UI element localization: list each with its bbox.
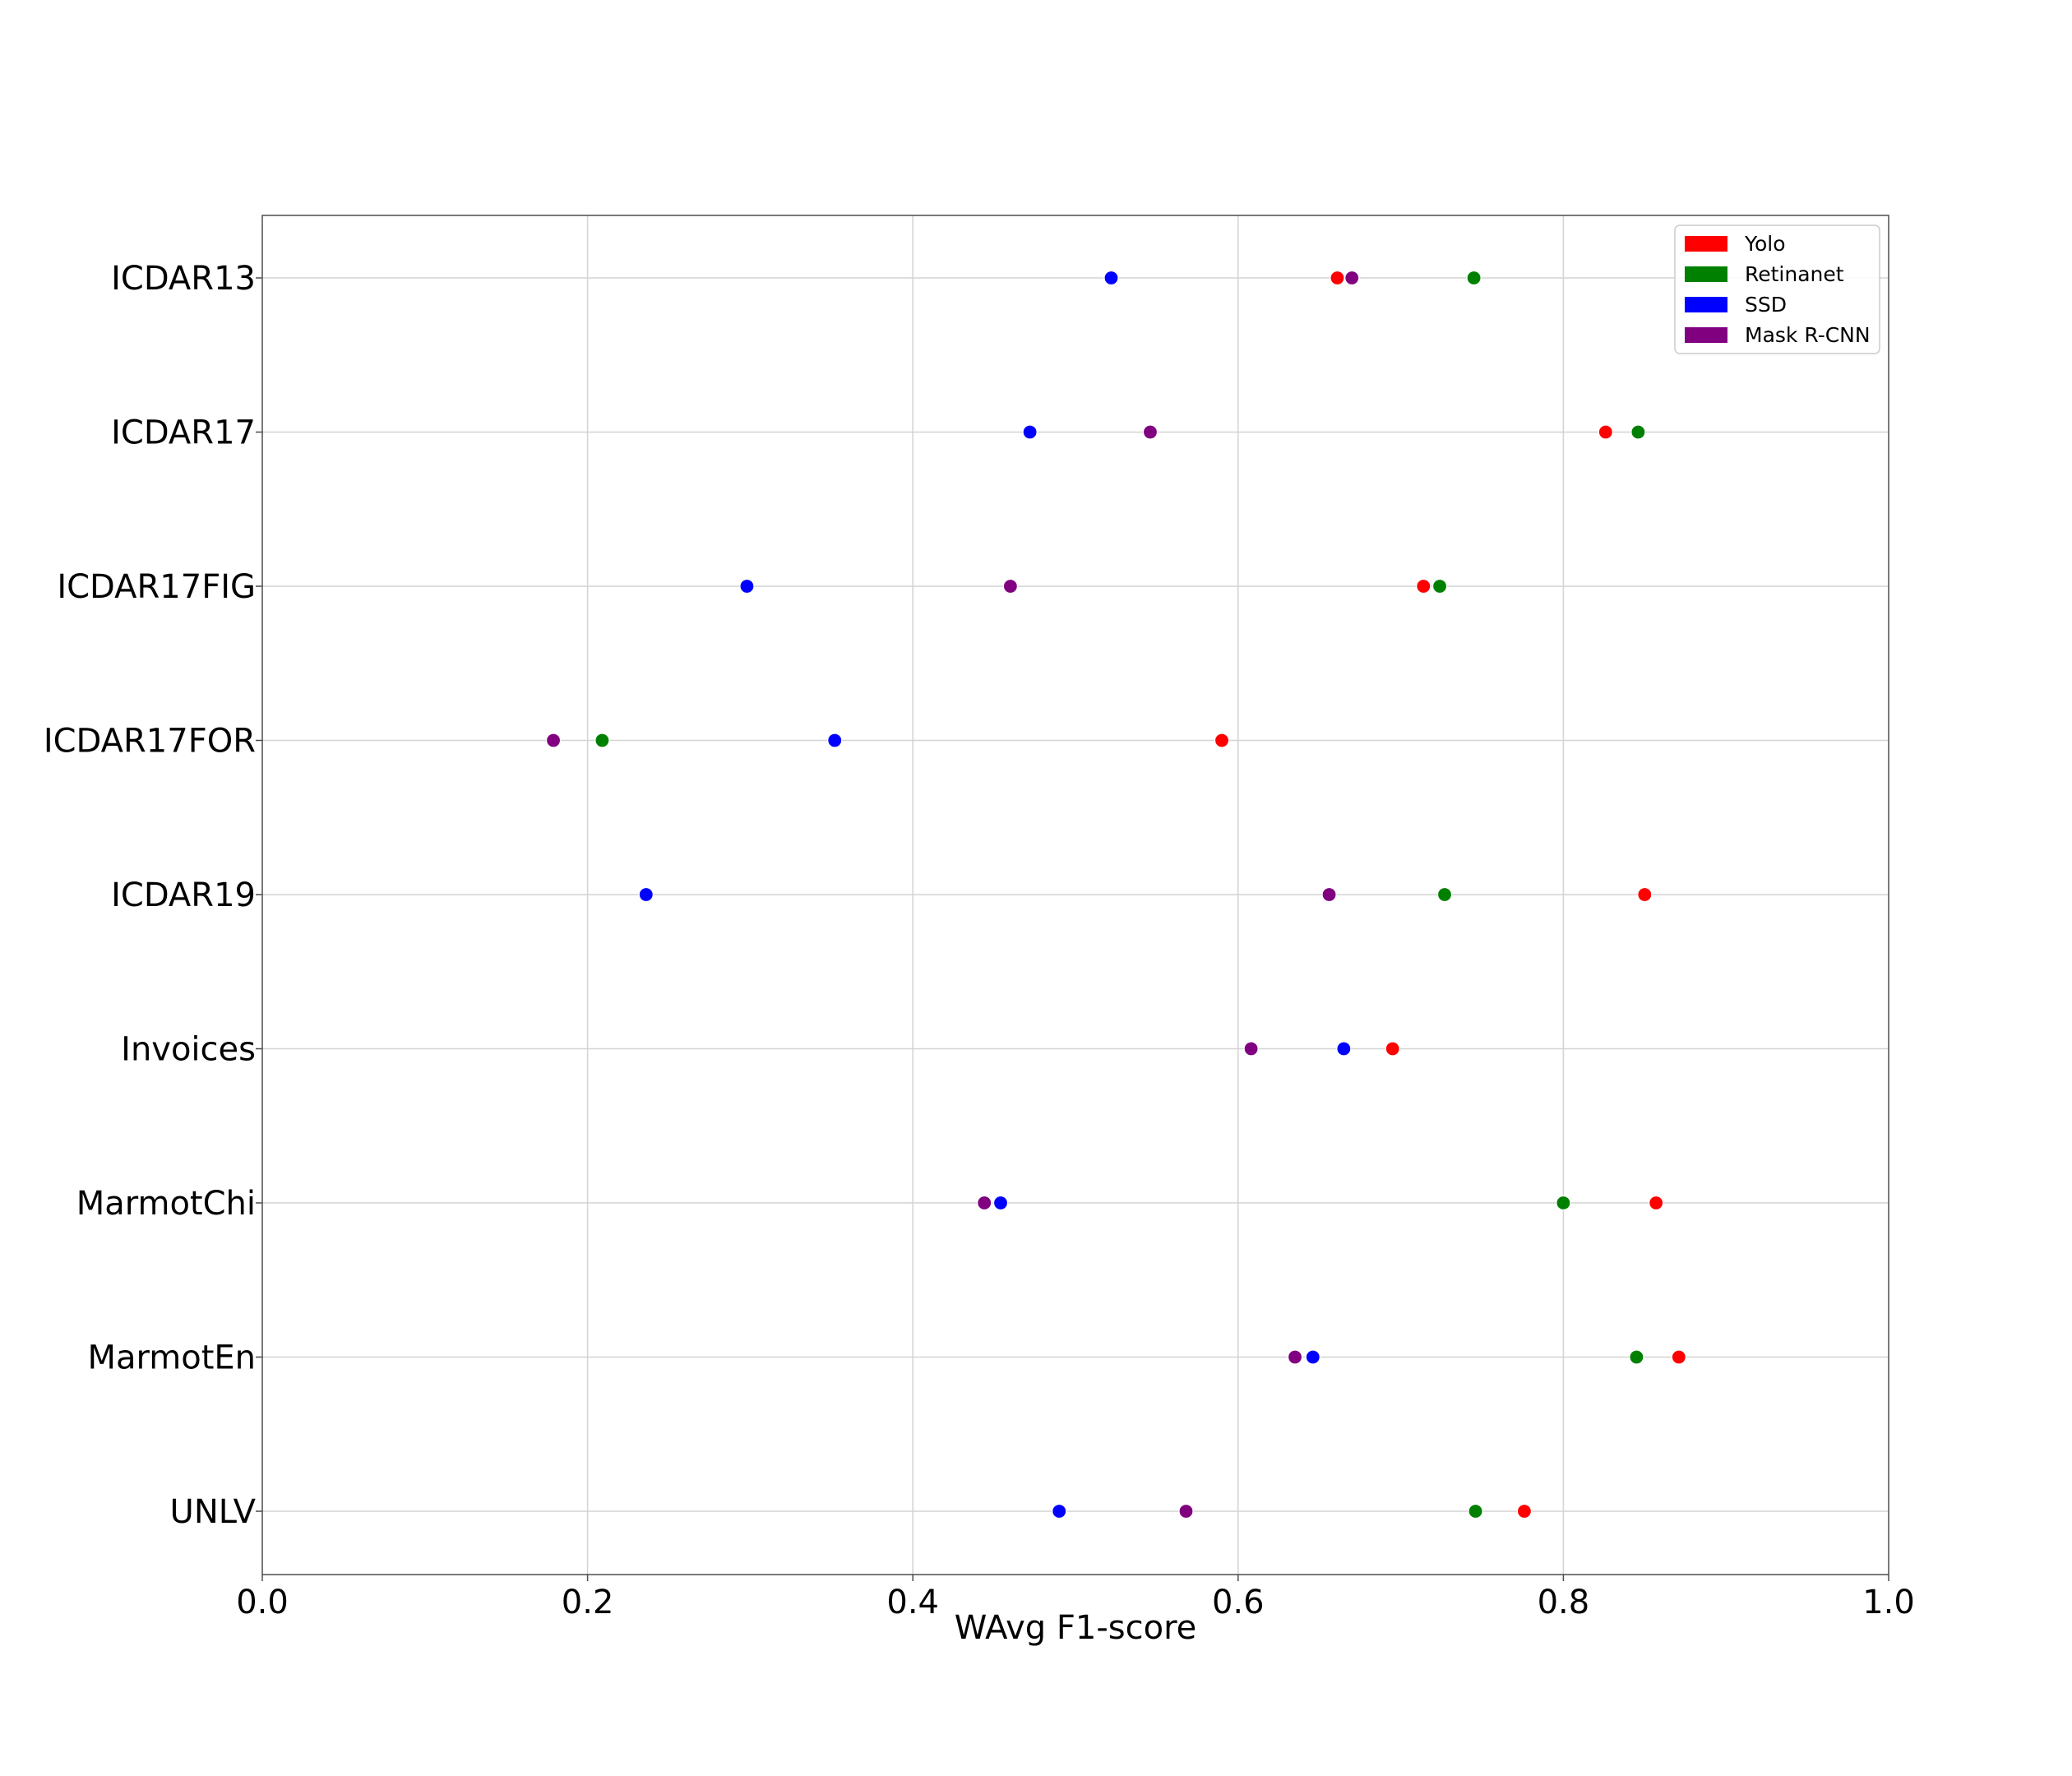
data-point-retinanet (1630, 424, 1646, 440)
data-point-mask-r-cnn (545, 733, 562, 748)
y-axis-ticks: ICDAR13 ICDAR17 ICDAR17FIG ICDAR17FOR ICDAR1… (44, 260, 262, 1531)
y-tick-label: Invoices (121, 1031, 256, 1069)
data-point-mask-r-cnn (1321, 886, 1337, 903)
legend-box (1674, 224, 1880, 354)
legend-swatch-yolo (1685, 236, 1727, 252)
data-point-mask-r-cnn (1243, 1041, 1259, 1057)
data-point-yolo (1330, 270, 1345, 286)
data-point-yolo (1516, 1503, 1533, 1519)
legend-swatch-retinanet (1685, 266, 1727, 282)
data-point-ssd (638, 886, 654, 903)
x-axis-label: WAvg F1-score (955, 1609, 1197, 1647)
legend-swatch-ssd (1685, 297, 1727, 312)
y-tick-label: MarmotChi (76, 1185, 256, 1223)
legend: Yolo Retinanet SSD Mask R-CNN (1674, 224, 1880, 354)
data-point-mask-r-cnn (1287, 1349, 1303, 1365)
data-point-retinanet (1629, 1349, 1644, 1365)
y-tick-label: ICDAR13 (111, 260, 256, 298)
legend-swatch-mask-r-cnn (1685, 327, 1727, 343)
data-point-yolo (1637, 886, 1653, 903)
x-tick-label: 0.8 (1538, 1584, 1590, 1621)
x-tick-label: 0.0 (236, 1584, 289, 1621)
data-point-retinanet (1468, 1503, 1483, 1519)
data-points (545, 270, 1686, 1519)
data-point-ssd (992, 1195, 1009, 1211)
data-point-ssd (1022, 424, 1038, 440)
data-point-mask-r-cnn (977, 1195, 992, 1211)
data-point-mask-r-cnn (1344, 270, 1360, 286)
grid-lines (262, 215, 1889, 1575)
data-point-retinanet (1556, 1195, 1571, 1211)
data-point-yolo (1598, 424, 1613, 440)
data-point-ssd (827, 733, 843, 748)
y-tick-label: ICDAR17FOR (44, 723, 256, 761)
data-point-yolo (1214, 733, 1230, 748)
data-point-ssd (1305, 1349, 1320, 1365)
x-axis-ticks: 0.0 0.2 0.4 0.6 0.8 1.0 (236, 1575, 1915, 1621)
x-tick-label: 0.2 (562, 1584, 614, 1621)
legend-label-yolo: Yolo (1744, 232, 1786, 256)
legend-label-retinanet: Retinanet (1745, 262, 1844, 286)
y-tick-label: ICDAR19 (111, 876, 256, 914)
legend-label-mask-r-cnn: Mask R-CNN (1745, 323, 1871, 347)
data-point-ssd (739, 578, 755, 594)
y-tick-label: ICDAR17FIG (57, 568, 256, 606)
data-point-retinanet (1436, 886, 1453, 903)
data-point-retinanet (1466, 270, 1482, 286)
data-point-mask-r-cnn (1002, 578, 1018, 594)
plot-frame (261, 215, 1889, 1575)
legend-label-ssd: SSD (1745, 293, 1787, 317)
data-point-retinanet (1431, 578, 1448, 594)
data-point-yolo (1671, 1349, 1686, 1365)
data-point-mask-r-cnn (1178, 1503, 1194, 1519)
data-point-yolo (1649, 1195, 1664, 1211)
y-tick-label: ICDAR17 (111, 414, 256, 452)
data-point-yolo (1385, 1041, 1400, 1057)
y-tick-label: MarmotEn (87, 1339, 256, 1377)
data-point-ssd (1103, 270, 1119, 286)
data-point-ssd (1336, 1041, 1352, 1057)
y-tick-label: UNLV (170, 1493, 257, 1531)
data-point-mask-r-cnn (1142, 424, 1159, 440)
x-tick-label: 1.0 (1862, 1584, 1915, 1621)
data-point-yolo (1416, 578, 1431, 594)
data-point-ssd (1052, 1503, 1067, 1519)
data-point-retinanet (594, 733, 610, 748)
x-tick-label: 0.6 (1212, 1584, 1265, 1621)
x-tick-label: 0.4 (886, 1584, 939, 1621)
